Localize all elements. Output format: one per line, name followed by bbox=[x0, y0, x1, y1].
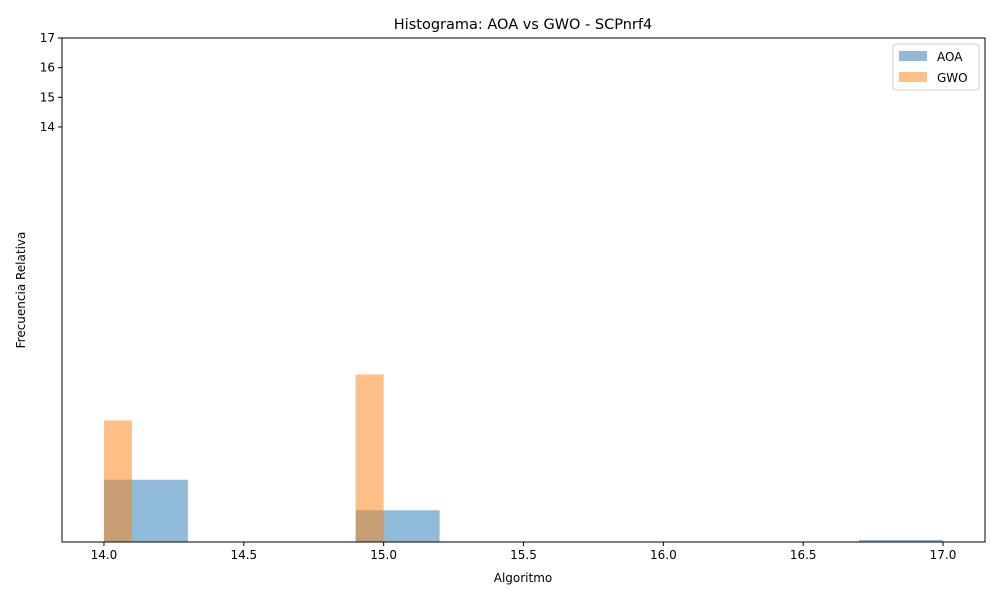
legend: AOA GWO bbox=[892, 43, 980, 91]
x-tick-label: 15.0 bbox=[370, 548, 397, 562]
y-tick-label: 17 bbox=[40, 31, 55, 45]
x-axis-ticks: 14.0 14.5 15.0 15.5 16.0 16.5 17.0 bbox=[91, 542, 957, 562]
chart-title: Histograma: AOA vs GWO - SCPnrf4 bbox=[394, 17, 652, 33]
x-tick-label: 17.0 bbox=[930, 548, 957, 562]
legend-label-gwo: GWO bbox=[937, 71, 968, 85]
x-tick-label: 16.0 bbox=[650, 548, 677, 562]
x-tick-label: 16.5 bbox=[790, 548, 817, 562]
bar-aoa-2 bbox=[859, 539, 944, 542]
bar-gwo-1 bbox=[355, 374, 384, 542]
y-tick-label: 16 bbox=[40, 61, 55, 75]
legend-label-aoa: AOA bbox=[937, 50, 963, 64]
bar-gwo-0 bbox=[103, 420, 132, 542]
y-tick-label: 15 bbox=[40, 90, 55, 104]
x-axis-label: Algoritmo bbox=[494, 571, 553, 585]
y-axis-ticks: 14 15 16 17 bbox=[40, 31, 62, 134]
x-tick-label: 14.5 bbox=[230, 548, 257, 562]
x-tick-label: 14.0 bbox=[91, 548, 118, 562]
bars-layer bbox=[103, 374, 944, 542]
legend-swatch-gwo bbox=[899, 72, 927, 82]
y-tick-label: 14 bbox=[40, 120, 55, 134]
legend-swatch-aoa bbox=[899, 51, 927, 61]
y-axis-label: Frecuencia Relativa bbox=[14, 232, 28, 349]
x-tick-label: 15.5 bbox=[510, 548, 537, 562]
